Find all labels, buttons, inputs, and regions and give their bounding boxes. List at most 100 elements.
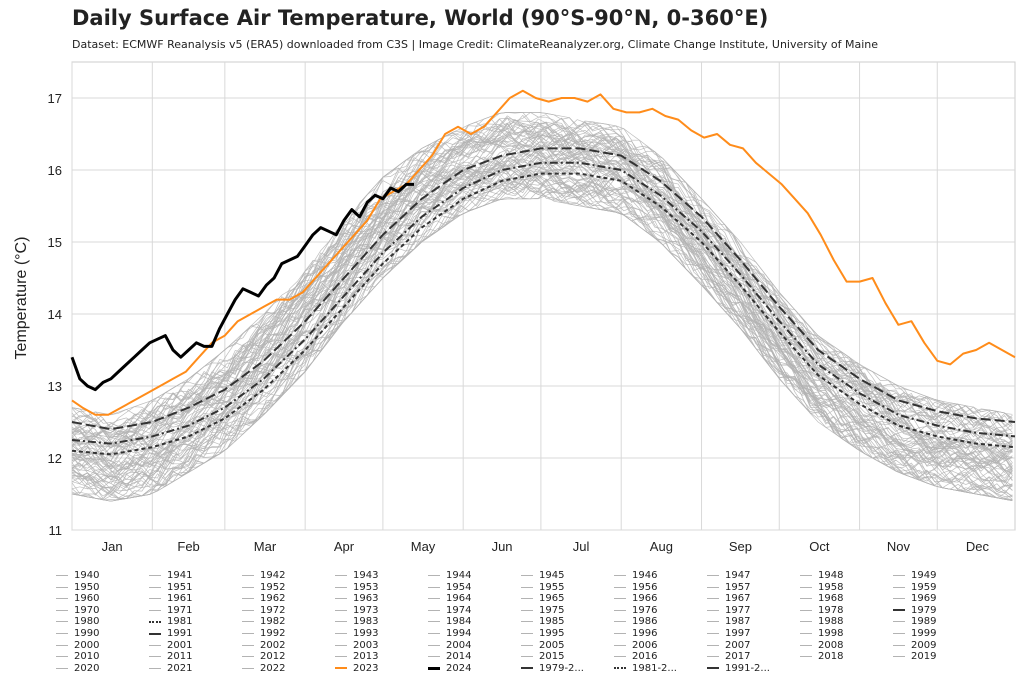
x-tick-label: Oct	[809, 539, 830, 554]
legend-item[interactable]: 2007	[707, 640, 750, 651]
legend-item[interactable]: 1943	[335, 570, 378, 581]
legend-item[interactable]: 1953	[335, 582, 378, 593]
legend-item[interactable]: 1973	[335, 605, 378, 616]
legend-item[interactable]: 2022	[242, 663, 285, 674]
legend-item[interactable]: 1998	[800, 628, 843, 639]
legend-item[interactable]: 2008	[800, 640, 843, 651]
legend-item[interactable]: 1979	[893, 605, 936, 616]
legend-swatch	[428, 656, 440, 658]
legend-item[interactable]: 2015	[521, 651, 564, 662]
legend-item[interactable]: 1942	[242, 570, 285, 581]
legend-item[interactable]: 1983	[335, 616, 378, 627]
legend-item[interactable]: 2004	[428, 640, 471, 651]
legend-item[interactable]: 1997	[707, 628, 750, 639]
legend-item[interactable]: 1948	[800, 570, 843, 581]
legend-item[interactable]: 1991-2...	[707, 663, 770, 674]
legend-item[interactable]: 1981-2...	[614, 663, 677, 674]
legend-item[interactable]: 2020	[56, 663, 99, 674]
legend-item[interactable]: 1996	[614, 628, 657, 639]
legend-item[interactable]: 1975	[521, 605, 564, 616]
legend-swatch	[335, 633, 347, 634]
legend-item[interactable]: 1987	[707, 616, 750, 627]
legend-item[interactable]: 1990	[56, 628, 99, 639]
legend-item[interactable]: 1978	[800, 605, 843, 616]
legend-item[interactable]: 2016	[614, 651, 657, 662]
legend-item[interactable]: 1992	[242, 628, 285, 639]
legend-item[interactable]: 1972	[242, 605, 285, 616]
y-tick-label: 15	[48, 235, 62, 250]
legend-label: 1968	[818, 593, 844, 605]
legend-item[interactable]: 2013	[335, 651, 378, 662]
legend-item[interactable]: 2009	[893, 640, 936, 651]
legend-item[interactable]: 1974	[428, 605, 471, 616]
legend-item[interactable]: 1940	[56, 570, 99, 581]
legend-item[interactable]: 1979-2...	[521, 663, 584, 674]
legend-item[interactable]: 1977	[707, 605, 750, 616]
legend-item[interactable]: 1961	[149, 593, 192, 604]
legend-item[interactable]: 1984	[428, 616, 471, 627]
legend-item[interactable]: 1946	[614, 570, 657, 581]
legend-item[interactable]: 2019	[893, 651, 936, 662]
legend-item[interactable]: 1981	[149, 616, 192, 627]
legend-item[interactable]: 1967	[707, 593, 750, 604]
legend-item[interactable]: 2017	[707, 651, 750, 662]
legend-item[interactable]: 2000	[56, 640, 99, 651]
legend-item[interactable]: 1980	[56, 616, 99, 627]
legend-item[interactable]: 1954	[428, 582, 471, 593]
legend-item[interactable]: 1955	[521, 582, 564, 593]
legend-item[interactable]: 1985	[521, 616, 564, 627]
legend-item[interactable]: 2006	[614, 640, 657, 651]
legend-item[interactable]: 1999	[893, 628, 936, 639]
legend-item[interactable]: 2005	[521, 640, 564, 651]
legend-item[interactable]: 1969	[893, 593, 936, 604]
legend-item[interactable]: 1947	[707, 570, 750, 581]
historical-series-line	[71, 167, 1013, 500]
legend-swatch	[614, 598, 626, 600]
legend-item[interactable]: 2021	[149, 663, 192, 674]
legend-item[interactable]: 2001	[149, 640, 192, 651]
legend-item[interactable]: 1949	[893, 570, 936, 581]
legend-item[interactable]: 1986	[614, 616, 657, 627]
legend-label: 1992	[260, 628, 286, 639]
legend-item[interactable]: 1968	[800, 593, 843, 604]
legend-item[interactable]: 1962	[242, 593, 285, 604]
legend-item[interactable]: 1991	[149, 628, 192, 639]
legend-item[interactable]: 1956	[614, 582, 657, 593]
legend-item[interactable]: 1993	[335, 628, 378, 639]
legend-item[interactable]: 1994	[428, 628, 471, 639]
legend-item[interactable]: 1959	[893, 582, 936, 593]
legend-item[interactable]: 2003	[335, 640, 378, 651]
legend-item[interactable]: 1958	[800, 582, 843, 593]
legend-item[interactable]: 1941	[149, 570, 192, 581]
legend-label: 1980	[74, 616, 100, 628]
legend-item[interactable]: 1995	[521, 628, 564, 639]
legend-item[interactable]: 1944	[428, 570, 471, 581]
legend-item[interactable]: 2002	[242, 640, 285, 651]
legend-item[interactable]: 1988	[800, 616, 843, 627]
legend-item[interactable]: 2018	[800, 651, 843, 662]
legend-item[interactable]: 1950	[56, 582, 99, 593]
legend-item[interactable]: 1964	[428, 593, 471, 604]
legend-item[interactable]: 1960	[56, 593, 99, 604]
legend-label: 2022	[260, 662, 286, 674]
legend-item[interactable]: 1982	[242, 616, 285, 627]
legend-item[interactable]: 1965	[521, 593, 564, 604]
legend-item[interactable]: 2010	[56, 651, 99, 662]
legend-item[interactable]: 2012	[242, 651, 285, 662]
chart-subtitle: Dataset: ECMWF Reanalysis v5 (ERA5) down…	[72, 38, 879, 51]
legend-item[interactable]: 1989	[893, 616, 936, 627]
legend-item[interactable]: 1970	[56, 605, 99, 616]
legend-item[interactable]: 1951	[149, 582, 192, 593]
legend-item[interactable]: 1957	[707, 582, 750, 593]
x-tick-label: Nov	[887, 539, 911, 554]
legend-item[interactable]: 2023	[335, 663, 378, 674]
legend-item[interactable]: 1963	[335, 593, 378, 604]
legend-item[interactable]: 2024	[428, 663, 471, 674]
legend-item[interactable]: 1976	[614, 605, 657, 616]
legend-item[interactable]: 1945	[521, 570, 564, 581]
legend-item[interactable]: 1971	[149, 605, 192, 616]
legend-item[interactable]: 1966	[614, 593, 657, 604]
legend-item[interactable]: 1952	[242, 582, 285, 593]
legend-item[interactable]: 2011	[149, 651, 192, 662]
legend-item[interactable]: 2014	[428, 651, 471, 662]
